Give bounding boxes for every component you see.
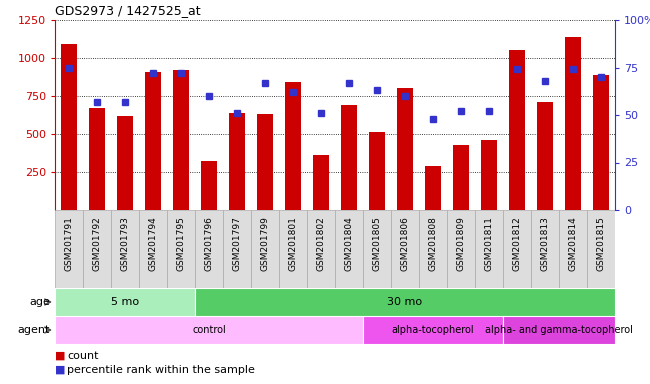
Text: GSM201815: GSM201815 <box>597 216 606 271</box>
Text: GSM201804: GSM201804 <box>344 216 354 271</box>
Bar <box>363 210 391 288</box>
Bar <box>396 88 413 210</box>
Bar <box>424 166 441 210</box>
Bar <box>139 210 167 288</box>
Bar <box>559 210 587 288</box>
Bar <box>223 210 251 288</box>
Text: GSM201801: GSM201801 <box>289 216 298 271</box>
Bar <box>88 108 105 210</box>
Text: ■: ■ <box>55 351 66 361</box>
Text: GSM201809: GSM201809 <box>456 216 465 271</box>
Text: count: count <box>67 351 99 361</box>
Bar <box>55 288 195 316</box>
Bar <box>60 44 77 210</box>
Bar <box>531 210 559 288</box>
Text: GSM201797: GSM201797 <box>233 216 242 271</box>
Bar <box>363 316 503 344</box>
Bar <box>341 105 358 210</box>
Bar <box>285 82 302 210</box>
Text: alpha-tocopherol: alpha-tocopherol <box>392 325 474 335</box>
Text: GSM201805: GSM201805 <box>372 216 382 271</box>
Bar <box>83 210 111 288</box>
Text: 30 mo: 30 mo <box>387 297 422 307</box>
Text: control: control <box>192 325 226 335</box>
Bar <box>55 316 363 344</box>
Text: GSM201811: GSM201811 <box>484 216 493 271</box>
Bar <box>447 210 475 288</box>
Bar <box>419 210 447 288</box>
Bar <box>508 50 525 210</box>
Text: GSM201812: GSM201812 <box>512 216 521 271</box>
Bar <box>480 140 497 210</box>
Bar <box>335 210 363 288</box>
Bar <box>173 70 189 210</box>
Text: GSM201793: GSM201793 <box>120 216 129 271</box>
Bar <box>391 210 419 288</box>
Text: GSM201808: GSM201808 <box>428 216 437 271</box>
Bar <box>593 75 610 210</box>
Text: agent: agent <box>18 325 50 335</box>
Bar <box>167 210 195 288</box>
Bar <box>195 210 223 288</box>
Bar <box>369 132 385 210</box>
Bar <box>279 210 307 288</box>
Bar <box>201 161 217 210</box>
Text: GSM201794: GSM201794 <box>148 216 157 271</box>
Bar <box>475 210 503 288</box>
Bar <box>144 72 161 210</box>
Bar <box>195 288 615 316</box>
Text: GSM201799: GSM201799 <box>261 216 270 271</box>
Text: GSM201792: GSM201792 <box>92 216 101 271</box>
Bar <box>503 316 615 344</box>
Bar <box>116 116 133 210</box>
Text: 5 mo: 5 mo <box>111 297 139 307</box>
Bar <box>452 145 469 210</box>
Text: GSM201796: GSM201796 <box>205 216 213 271</box>
Text: GSM201813: GSM201813 <box>541 216 549 271</box>
Text: age: age <box>29 297 50 307</box>
Bar <box>537 102 553 210</box>
Bar <box>55 210 83 288</box>
Bar <box>257 114 274 210</box>
Text: GSM201806: GSM201806 <box>400 216 410 271</box>
Text: GDS2973 / 1427525_at: GDS2973 / 1427525_at <box>55 4 201 17</box>
Text: GSM201802: GSM201802 <box>317 216 326 271</box>
Text: ■: ■ <box>55 365 66 375</box>
Text: GSM201795: GSM201795 <box>177 216 185 271</box>
Text: alpha- and gamma-tocopherol: alpha- and gamma-tocopherol <box>485 325 633 335</box>
Bar <box>251 210 279 288</box>
Bar <box>307 210 335 288</box>
Bar <box>565 37 581 210</box>
Bar <box>313 155 330 210</box>
Bar <box>229 113 246 210</box>
Text: GSM201791: GSM201791 <box>64 216 73 271</box>
Bar <box>111 210 139 288</box>
Bar <box>503 210 531 288</box>
Text: percentile rank within the sample: percentile rank within the sample <box>67 365 255 375</box>
Bar <box>587 210 615 288</box>
Text: GSM201814: GSM201814 <box>569 216 577 271</box>
